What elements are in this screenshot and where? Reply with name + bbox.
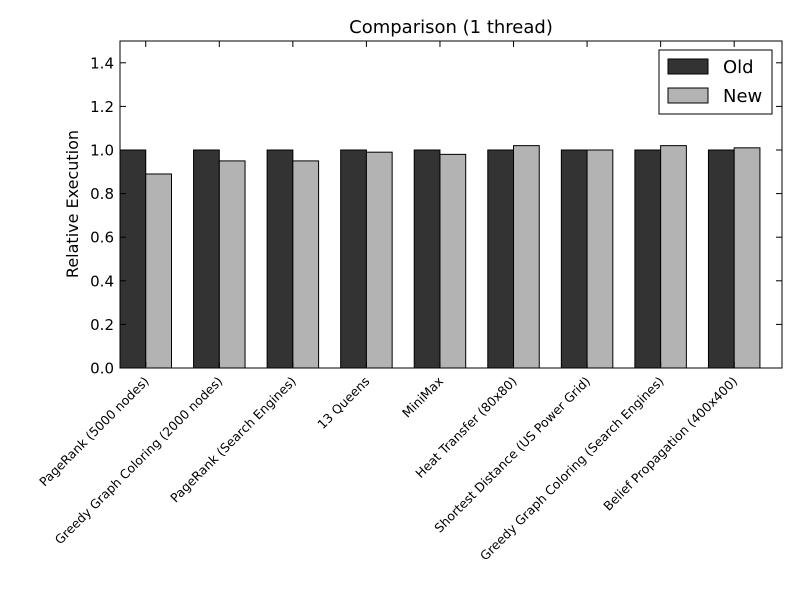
bar-old-1 <box>193 149 220 369</box>
bar-old-0 <box>119 149 147 369</box>
legend-label-new: New <box>723 86 762 107</box>
bar-old-4 <box>413 149 441 369</box>
x-category-label: 13 Queens <box>314 374 372 432</box>
bar-new-1 <box>218 160 246 369</box>
bar-old-7 <box>634 149 662 369</box>
bars-group <box>119 145 761 369</box>
legend: Old New <box>658 49 773 115</box>
bar-new-3 <box>365 151 393 369</box>
x-category-label: MiniMax <box>399 374 446 421</box>
bar-old-2 <box>266 149 294 369</box>
bar-old-5 <box>487 149 515 369</box>
bar-old-3 <box>340 149 367 369</box>
bar-new-2 <box>292 160 320 369</box>
y-ticks-group: 0.0 0.2 0.4 0.6 0.8 1.0 1.2 1.4 <box>90 54 782 378</box>
bar-new-4 <box>439 153 467 369</box>
chart-title: Comparison (1 thread) <box>349 17 553 38</box>
y-axis-label: Relative Execution <box>63 130 82 278</box>
y-tick-label: 1.4 <box>90 54 114 72</box>
bar-old-8 <box>707 149 735 369</box>
bar-new-5 <box>513 145 540 369</box>
legend-swatch-new <box>667 87 709 104</box>
y-tick-label: 1.0 <box>90 142 114 160</box>
plot-frame <box>119 40 783 369</box>
bar-new-8 <box>733 147 761 369</box>
bar-new-6 <box>586 149 614 369</box>
bar-old-6 <box>560 149 588 369</box>
legend-label-old: Old <box>723 57 754 78</box>
y-tick-label: 1.2 <box>90 98 114 116</box>
y-tick-label: 0.0 <box>90 360 114 378</box>
bar-new-7 <box>660 145 687 369</box>
x-category-label: Belief Propagation (400x400) <box>600 374 740 514</box>
y-tick-label: 0.2 <box>90 316 114 334</box>
y-tick-label: 0.6 <box>90 229 114 247</box>
y-tick-label: 0.4 <box>90 272 114 290</box>
x-category-label: Shortest Distance (US Power Grid) <box>431 374 593 536</box>
bar-new-0 <box>145 173 172 369</box>
y-tick-label: 0.8 <box>90 185 114 203</box>
x-category-label: Greedy Graph Coloring (2000 nodes) <box>52 374 226 548</box>
x-category-label: PageRank (Search Engines) <box>167 374 299 506</box>
legend-swatch-old <box>667 58 709 75</box>
